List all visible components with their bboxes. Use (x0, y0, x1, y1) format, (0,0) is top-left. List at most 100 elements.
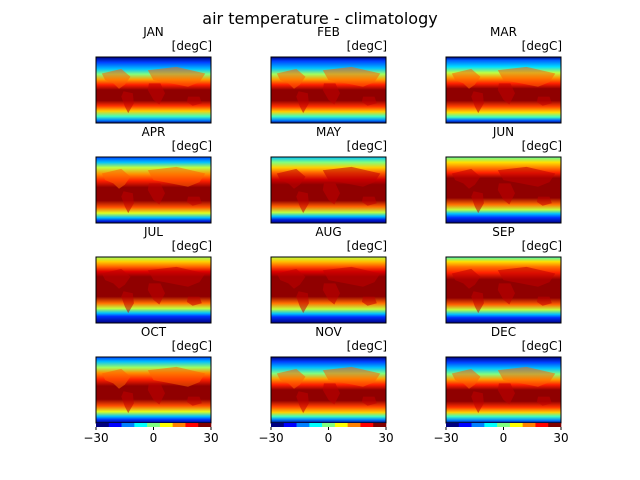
colorbar-swatch (172, 423, 186, 427)
landmass-feb-3 (322, 83, 340, 105)
colorbar-tick-label: −30 (258, 431, 283, 445)
colorbar-swatch (121, 423, 135, 427)
panel-sep: SEP [degC] (445, 225, 562, 324)
colorbar-swatch (484, 423, 498, 427)
landmass-aug-0 (276, 268, 306, 289)
panel-feb: FEB [degC] (270, 25, 387, 124)
panel-may: MAY [degC] (270, 125, 387, 224)
panel-frame-jan (95, 56, 212, 124)
colorbar-swatch (548, 423, 562, 427)
panel-title-apr: APR (142, 125, 166, 139)
landmass-nov-2 (322, 366, 381, 387)
colorbar-swatch (497, 423, 511, 427)
colorbar-dec: −30 0 30 (433, 423, 569, 445)
landmass-jun-1 (471, 191, 484, 214)
colorbar-swatch (471, 423, 485, 427)
panel-title-nov: NOV (315, 325, 342, 339)
landmass-oct-4 (186, 396, 202, 406)
panel-units-feb: [degC] (347, 39, 387, 53)
panel-units-oct: [degC] (172, 339, 212, 353)
landmass-sep-4 (536, 296, 552, 306)
landmass-oct-2 (147, 366, 206, 387)
colorbar-tick-label: −30 (83, 431, 108, 445)
landmass-jun-4 (536, 196, 552, 206)
landmass-nov-1 (296, 391, 309, 414)
panel-title-oct: OCT (141, 325, 167, 339)
landmass-sep-0 (451, 268, 481, 289)
panel-grid: JAN [degC] FEB [degC] MAR [degC] APR [degC] MAY [… (83, 25, 568, 445)
panel-aug: AUG [degC] (270, 225, 387, 324)
colorbar-nov: −30 0 30 (258, 423, 394, 445)
panel-title-dec: DEC (491, 325, 516, 339)
panel-frame-apr (95, 156, 212, 224)
landmass-aug-4 (361, 296, 377, 306)
colorbar-tick-label: 0 (325, 431, 333, 445)
panel-units-apr: [degC] (172, 139, 212, 153)
landmass-jan-0 (101, 68, 131, 89)
landmass-jul-1 (121, 291, 134, 314)
landmass-nov-3 (322, 383, 340, 405)
colorbar-swatch (373, 423, 387, 427)
colorbar-swatch (334, 423, 348, 427)
colorbar-tick-label: −30 (433, 431, 458, 445)
landmass-jan-2 (147, 66, 206, 87)
landmass-sep-3 (497, 283, 515, 305)
panel-frame-jun (445, 156, 562, 224)
panel-mar: MAR [degC] (445, 25, 562, 124)
panel-title-aug: AUG (315, 225, 341, 239)
colorbar-swatch (271, 423, 285, 427)
landmass-mar-3 (497, 83, 515, 105)
landmass-oct-3 (147, 383, 165, 405)
landmass-sep-2 (497, 266, 556, 287)
colorbar-swatch (134, 423, 148, 427)
panel-units-jul: [degC] (172, 239, 212, 253)
colorbar-swatch (147, 423, 161, 427)
colorbar-swatch (458, 423, 472, 427)
colorbar-swatch (322, 423, 336, 427)
landmass-nov-0 (276, 368, 306, 389)
landmass-jun-0 (451, 168, 481, 189)
colorbar-swatch (96, 423, 110, 427)
colorbar-swatch (108, 423, 122, 427)
landmass-feb-2 (322, 66, 381, 87)
colorbar-swatch (347, 423, 361, 427)
landmass-may-2 (322, 166, 381, 187)
landmass-mar-1 (471, 91, 484, 114)
panel-units-aug: [degC] (347, 239, 387, 253)
colorbar-swatch (446, 423, 460, 427)
landmass-sep-1 (471, 291, 484, 314)
colorbar-tick-label: 30 (553, 431, 568, 445)
landmass-dec-3 (497, 383, 515, 405)
colorbar-swatch (283, 423, 297, 427)
landmass-jul-3 (147, 283, 165, 305)
colorbar-tick-label: 0 (500, 431, 508, 445)
panel-frame-mar (445, 56, 562, 124)
landmass-aug-2 (322, 266, 381, 287)
landmass-may-1 (296, 191, 309, 214)
panel-title-jul: JUL (143, 225, 163, 239)
colorbar-tick-label: 0 (150, 431, 158, 445)
panel-frame-aug (270, 256, 387, 324)
panel-dec: DEC [degC] −30 0 30 (433, 325, 568, 445)
colorbar-swatch (360, 423, 374, 427)
landmass-apr-4 (186, 196, 202, 206)
panel-title-feb: FEB (317, 25, 340, 39)
landmass-mar-2 (497, 66, 556, 87)
landmass-feb-4 (361, 96, 377, 106)
panel-units-jan: [degC] (172, 39, 212, 53)
landmass-dec-1 (471, 391, 484, 414)
panel-apr: APR [degC] (95, 125, 212, 224)
panel-frame-sep (445, 256, 562, 324)
landmass-apr-0 (101, 168, 131, 189)
colorbar-swatch (296, 423, 310, 427)
landmass-may-4 (361, 196, 377, 206)
landmass-apr-1 (121, 191, 134, 214)
colorbar-swatch (309, 423, 323, 427)
figure-title: air temperature - climatology (202, 9, 437, 28)
landmass-jul-0 (101, 268, 131, 289)
landmass-feb-0 (276, 68, 306, 89)
panel-title-jan: JAN (142, 25, 164, 39)
colorbar-swatch (522, 423, 536, 427)
landmass-dec-0 (451, 368, 481, 389)
